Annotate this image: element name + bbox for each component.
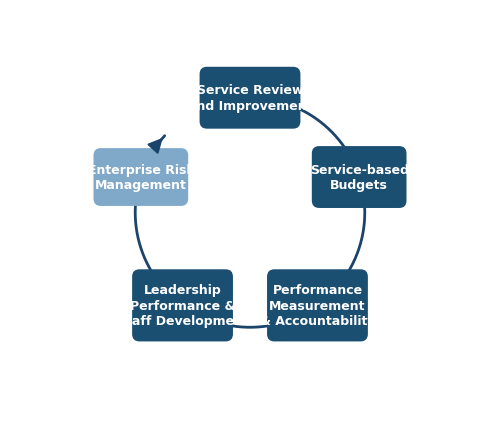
Text: Performance
Measurement
& Accountability: Performance Measurement & Accountability: [260, 284, 375, 328]
FancyBboxPatch shape: [94, 149, 188, 207]
Text: Leadership
Performance &
Staff Development: Leadership Performance & Staff Developme…: [116, 284, 248, 328]
FancyBboxPatch shape: [312, 147, 406, 208]
Text: Service-based
Budgets: Service-based Budgets: [310, 164, 408, 192]
FancyBboxPatch shape: [132, 270, 233, 342]
Text: Enterprise Risk
Management: Enterprise Risk Management: [88, 164, 194, 192]
FancyBboxPatch shape: [200, 68, 300, 130]
FancyBboxPatch shape: [267, 270, 368, 342]
Text: Service Review
and Improvement: Service Review and Improvement: [188, 84, 312, 113]
